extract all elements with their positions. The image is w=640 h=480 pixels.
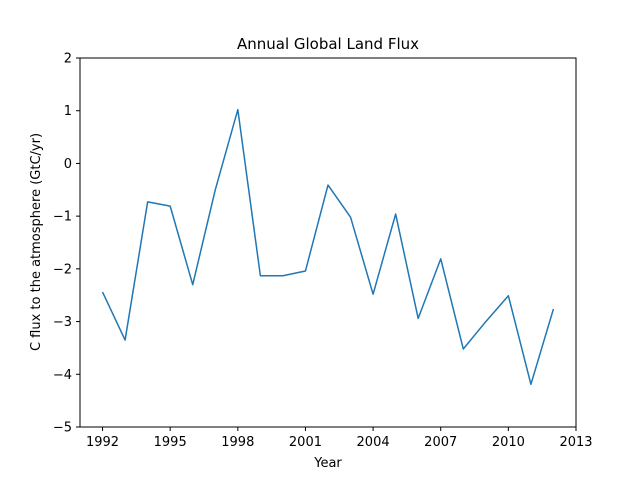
y-tick-label: 1 (64, 104, 72, 119)
x-tick-label: 1995 (154, 435, 187, 450)
x-tick-label: 2010 (492, 435, 525, 450)
x-tick-label: 1998 (221, 435, 254, 450)
y-tick-label: −2 (53, 262, 72, 277)
y-tick-label: −4 (53, 368, 72, 383)
plot-area: 1992 1995 1998 2001 2004 2007 2010 2013 −5 −4 −3 −2… (53, 52, 593, 451)
y-tick-label: −1 (53, 210, 72, 225)
y-tick-label: −3 (53, 315, 72, 330)
x-axis-label: Year (313, 456, 342, 471)
y-tick-label: 2 (64, 52, 72, 67)
chart-title: Annual Global Land Flux (237, 35, 419, 53)
x-tick-label: 2007 (424, 435, 457, 450)
y-tick-label: −5 (53, 421, 72, 436)
x-tick-label: 2001 (289, 435, 322, 450)
x-tick-label: 2013 (559, 435, 592, 450)
plot-frame (79, 57, 577, 428)
y-tick-label: 0 (64, 157, 72, 172)
series-line (101, 108, 555, 386)
x-tick-label: 2004 (357, 435, 390, 450)
y-axis-label: C flux to the atmosphere (GtC/yr) (29, 133, 44, 351)
x-tick-label: 1992 (86, 435, 119, 450)
